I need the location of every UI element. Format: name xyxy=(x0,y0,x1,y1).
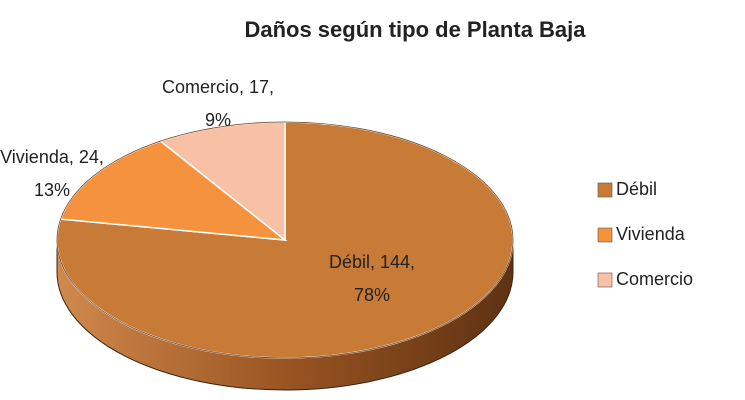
legend-label: Débil xyxy=(616,179,657,199)
pie-outline xyxy=(56,121,514,359)
legend-swatch xyxy=(597,227,613,243)
data-label: Débil, 144, 78% xyxy=(329,252,415,305)
data-label: Vivienda, 24, 13% xyxy=(0,147,104,200)
legend-swatch xyxy=(597,182,613,198)
legend-swatch xyxy=(597,272,613,288)
chart-title: Daños según tipo de Planta Baja xyxy=(244,17,586,42)
legend-label: Comercio xyxy=(616,269,693,289)
legend-label: Vivienda xyxy=(616,224,686,244)
data-label: Comercio, 17, 9% xyxy=(162,77,274,130)
